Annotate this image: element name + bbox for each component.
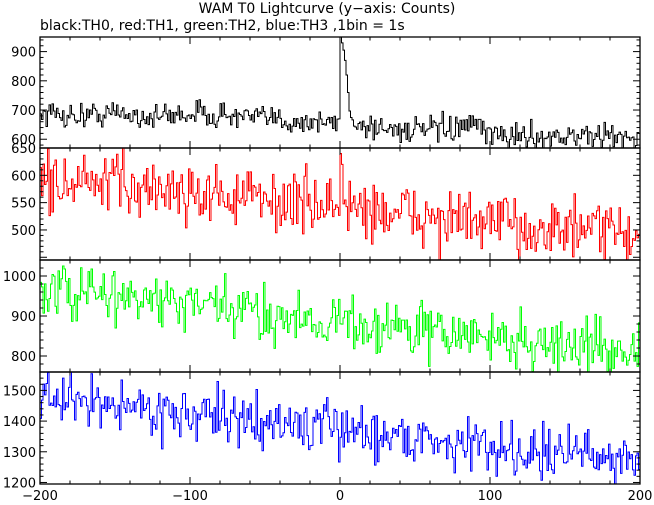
panel-2: 500 550 600 650 (11, 142, 641, 261)
y-tick-label: 1300 (3, 446, 36, 461)
y-tick-label: 800 (11, 75, 36, 90)
x-tick-label: 0 (336, 489, 344, 504)
y-tick-label: 600 (11, 133, 36, 148)
y-tick-label: 600 (11, 169, 36, 184)
chart-title: WAM T0 Lightcurve (y−axis: Counts) (199, 1, 456, 17)
panel-4: 1200 1300 1400 1500 (3, 371, 641, 491)
panel-frame (39, 371, 641, 485)
chart-subtitle: black:TH0, red:TH1, green:TH2, blue:TH3 … (40, 18, 405, 34)
y-tick-label: 900 (11, 310, 36, 325)
x-tick-label: −200 (22, 489, 58, 504)
y-tick-label: 650 (11, 142, 36, 157)
panel-1: 600 700 800 900 (11, 36, 641, 149)
y-tick-label: 900 (11, 46, 36, 61)
y-tick-label: 1500 (3, 384, 36, 399)
y-tick-label: 800 (11, 350, 36, 365)
y-tick-label: 1400 (3, 415, 36, 430)
y-tick-label: 1000 (3, 270, 36, 285)
y-tick-label: 1200 (3, 476, 36, 491)
series-line-th2 (40, 265, 640, 372)
x-tick-label: 200 (628, 489, 653, 504)
panels: 6007008009005005506006508009001000120013… (3, 36, 653, 504)
y-tick-label: 700 (11, 104, 36, 119)
x-tick-label: 100 (478, 489, 503, 504)
x-tick-label: −100 (172, 489, 208, 504)
series-line-th3 (40, 372, 640, 484)
series-line-th1 (40, 148, 640, 260)
panel-3: 800 900 1000 (3, 259, 641, 373)
series-line-th0 (40, 37, 640, 148)
y-tick-label: 550 (11, 197, 36, 212)
y-tick-label: 500 (11, 224, 36, 239)
